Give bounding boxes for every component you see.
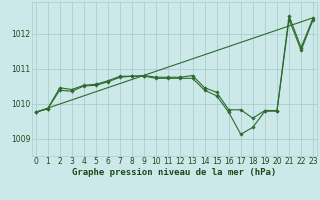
- X-axis label: Graphe pression niveau de la mer (hPa): Graphe pression niveau de la mer (hPa): [72, 168, 276, 177]
